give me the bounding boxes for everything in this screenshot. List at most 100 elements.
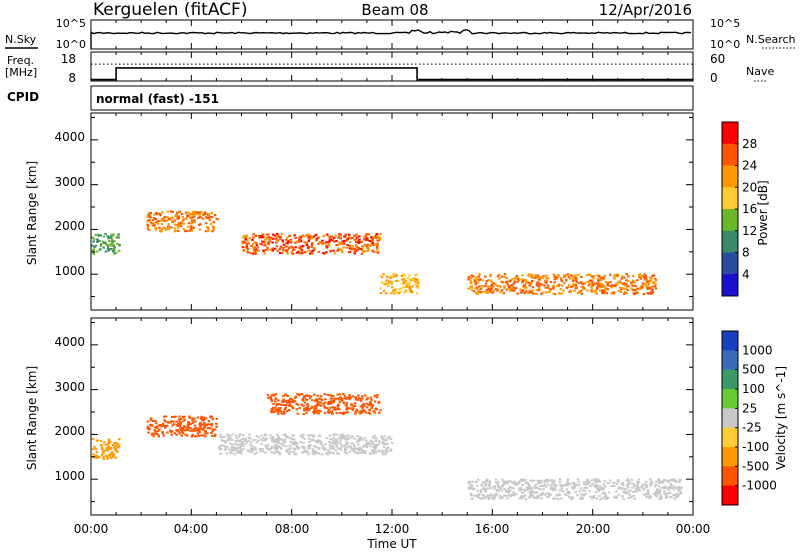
velocity-echo [649,478,652,481]
power-echo [511,289,514,292]
power-echo [393,290,396,293]
velocity-echo [301,399,305,402]
velocity-echo [501,478,504,481]
power-echo [543,275,546,278]
velocity-echo [499,486,502,489]
power-echo [623,292,626,295]
velocity-echo [339,448,343,451]
power-echo [654,278,657,280]
velocity-echo [557,493,560,496]
power-echo [404,281,408,284]
power-echo [574,277,577,280]
velocity-echo [534,486,537,489]
velocity-echo [207,423,210,426]
velocity-echo [665,487,668,490]
power-echo [625,292,628,294]
velocity-echo [286,401,290,404]
velocity-echo [365,445,369,448]
power-echo [604,287,607,290]
power-echo [530,291,533,294]
velocity-echo [294,441,297,443]
power-echo [411,279,415,282]
power-echo [403,290,407,293]
noise-left-tick-top: 10^5 [56,17,86,30]
velocity-echo [282,410,286,413]
power-echo [484,285,487,287]
velocity-echo [173,416,176,418]
power-echo [374,235,377,237]
velocity-echo [535,483,538,486]
velocity-echo [312,438,315,441]
velocity-echo [556,494,559,497]
velocity-echo [371,441,374,444]
velocity-echo [544,479,547,482]
velocity-echo [518,489,521,492]
power-echo [155,220,158,223]
power-echo [300,246,303,249]
velocity-echo [292,434,295,437]
power-echo [344,233,347,236]
velocity-echo [180,421,183,424]
velocity-echo [383,446,386,449]
power-echo [395,288,399,291]
velocity-echo [285,394,288,397]
power-echo [245,243,249,245]
power-echo [637,274,641,277]
power-echo [113,252,116,255]
power-echo [286,248,289,251]
power-echo [527,281,531,284]
power-echo [353,252,356,255]
power-echo [349,237,353,240]
velocity-echo [219,433,223,436]
power-echo [251,238,254,241]
velocity-echo [181,427,184,430]
velocity-echo [526,487,529,490]
velocity-echo [179,423,182,425]
velocity-colorbar-tick-label: 1000 [742,343,773,357]
velocity-echo [363,405,366,407]
velocity-echo [358,397,361,400]
velocity-echo [574,491,577,494]
velocity-echo [348,398,351,401]
power-echo [384,292,388,295]
power-echo [601,286,604,288]
power-echo [629,281,633,284]
velocity-echo [547,495,551,498]
power-echo [506,283,509,286]
velocity-echo [596,487,600,490]
velocity-echo [334,449,338,452]
power-echo [190,229,193,232]
velocity-echo [497,486,501,489]
velocity-echo [274,443,277,446]
velocity-colorbar-tick-label: 25 [742,401,757,415]
velocity-echo [303,395,306,398]
power-echo [244,235,248,238]
velocity-echo [289,450,292,453]
velocity-echo [295,403,298,405]
velocity-echo [488,485,491,488]
velocity-echo [645,485,648,488]
velocity-echo [672,480,676,482]
power-echo [106,245,110,248]
velocity-colorbar-tick-label: -25 [742,421,762,435]
power-echo [651,275,654,278]
velocity-echo [357,440,361,443]
velocity-echo [272,411,276,414]
velocity-echo [602,483,606,486]
velocity-echo [533,491,536,494]
velocity-echo [213,434,217,437]
power-echo [416,282,420,284]
velocity-echo [270,408,274,411]
velocity-echo [264,444,267,447]
velocity-echo [480,491,483,493]
power-echo [523,283,526,286]
velocity-echo [154,433,157,436]
power-echo [484,275,487,278]
power-echo [642,276,645,278]
velocity-echo [359,405,363,408]
velocity-echo [327,409,331,412]
power-echo [170,216,173,219]
velocity-echo [94,456,97,459]
velocity-echo [182,419,185,422]
power-echo [348,247,351,250]
